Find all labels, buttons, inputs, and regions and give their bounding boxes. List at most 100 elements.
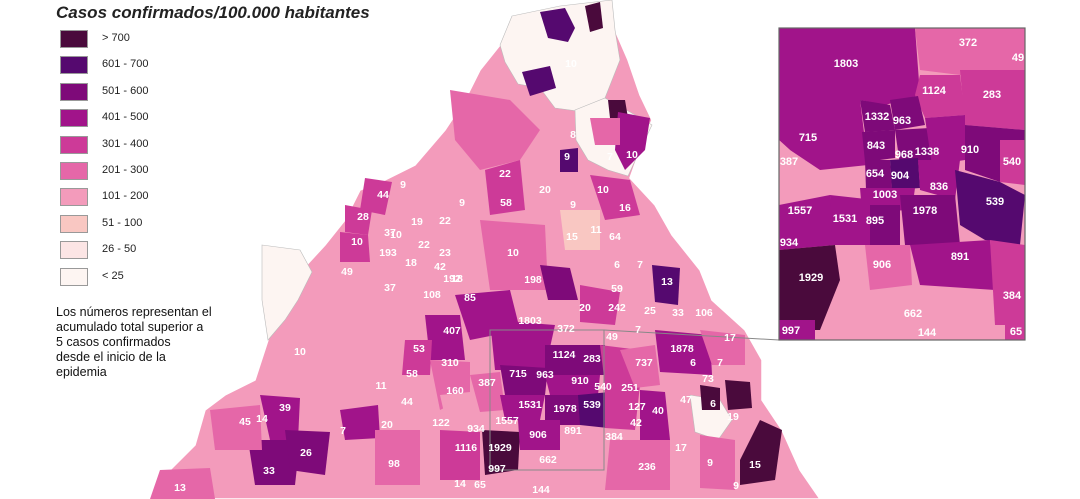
- municipality-label: 19: [411, 216, 423, 228]
- municipality-label: 1803: [518, 315, 542, 327]
- inset-municipality: [960, 70, 1025, 130]
- legend-label: > 700: [102, 32, 130, 44]
- municipality-label: 9: [400, 179, 406, 191]
- municipality-label: 9: [707, 457, 713, 469]
- municipality-label: 15: [566, 231, 578, 243]
- municipality-label: 16: [619, 202, 631, 214]
- inset-municipality: [910, 240, 995, 290]
- municipality-label: 11: [375, 380, 386, 392]
- inset-municipality-label: 1332: [865, 111, 889, 123]
- inset-municipality: [862, 130, 895, 162]
- municipality: [450, 90, 540, 170]
- municipality-label: 40: [652, 405, 664, 417]
- inset-municipality: [779, 140, 805, 205]
- municipality-label: 39: [279, 402, 291, 414]
- inset-municipality-label: 934: [780, 237, 799, 249]
- note-line: epidemia: [56, 365, 107, 379]
- municipality-label: 108: [423, 289, 441, 301]
- legend-swatch: [60, 109, 88, 128]
- inset-municipality-label: 843: [867, 140, 885, 152]
- municipality: [440, 392, 478, 430]
- municipality-label: 10: [626, 149, 638, 161]
- municipality-label: 7: [637, 259, 643, 271]
- municipality-label: 25: [644, 305, 656, 317]
- municipality-label: 9: [733, 480, 739, 492]
- inset-municipality-label: 539: [986, 196, 1004, 208]
- inset-municipality-label: 65: [1010, 326, 1022, 338]
- municipality-label: 26: [300, 447, 312, 459]
- municipality-label: 22: [439, 215, 451, 227]
- municipality-label: 58: [406, 368, 418, 380]
- inset-municipality-label: 662: [904, 308, 922, 320]
- municipality-label: 65: [474, 479, 486, 491]
- municipality: [560, 148, 578, 172]
- municipality: [340, 405, 380, 440]
- inset-municipality-label: 906: [873, 259, 891, 271]
- municipality-label: 193: [379, 247, 397, 259]
- inset-municipality-label: 968: [895, 149, 913, 161]
- municipality-label: 198: [524, 274, 542, 286]
- municipality: [545, 395, 580, 425]
- municipality-label: 22: [499, 168, 511, 180]
- inset-municipality-label: 963: [893, 115, 911, 127]
- municipality: [285, 430, 330, 475]
- municipality-label: 160: [446, 385, 464, 397]
- municipality-label: 13: [174, 482, 186, 494]
- inset-municipality: [779, 28, 920, 105]
- municipality-label: 42: [630, 417, 642, 429]
- municipality-label: 59: [611, 283, 623, 295]
- municipality: [500, 395, 545, 420]
- municipality-label: 53: [413, 343, 425, 355]
- municipality-label: 1878: [670, 343, 694, 355]
- municipality-label: 997: [488, 463, 506, 475]
- municipality-label: 7: [635, 324, 641, 336]
- inset-municipality-label: 904: [891, 170, 910, 182]
- municipality-label: 13: [661, 276, 673, 288]
- inset-municipality-label: 654: [866, 168, 885, 180]
- inset-frame: [778, 27, 1026, 341]
- municipality-label: 17: [675, 442, 687, 454]
- inset-municipality-label: 283: [983, 89, 1001, 101]
- inset-municipality: [895, 128, 935, 165]
- municipality-label: 42: [434, 261, 446, 273]
- inset-municipality-label: 997: [782, 325, 800, 337]
- municipality-label: 1929: [488, 442, 512, 454]
- municipality: [655, 330, 712, 375]
- municipality: [248, 440, 300, 485]
- explanatory-note: Los números representan el acumulado tot…: [56, 305, 256, 380]
- municipality: [545, 375, 600, 395]
- municipality: [345, 205, 372, 235]
- inset-municipality: [925, 115, 965, 165]
- note-line: acumulado total superior a: [56, 320, 204, 334]
- municipality: [440, 430, 480, 480]
- zoom-frame: [489, 329, 605, 471]
- municipality: [700, 330, 745, 365]
- municipality: [545, 345, 580, 380]
- municipality: [700, 435, 735, 490]
- municipality-label: 10: [597, 184, 609, 196]
- legend-swatch: [60, 56, 88, 75]
- municipality: [210, 405, 262, 450]
- municipality: [725, 380, 752, 410]
- map-title: Casos confirmados/100.000 habitantes: [56, 3, 370, 22]
- inset-municipality-label: 384: [1003, 290, 1022, 302]
- legend-swatch: [60, 188, 88, 207]
- municipality-label: 407: [443, 325, 461, 337]
- municipality-label: 44: [401, 396, 413, 408]
- municipality-label: 9: [564, 151, 570, 163]
- inset-municipality: [865, 245, 912, 290]
- inset-municipality-label: 1929: [799, 272, 823, 284]
- municipality-label: 33: [672, 307, 684, 319]
- municipality: [700, 385, 720, 410]
- legend-label: 501 - 600: [102, 84, 149, 97]
- municipality: [652, 265, 680, 305]
- municipality-label: 37: [384, 282, 396, 294]
- inset-municipality-label: 144: [918, 327, 937, 339]
- municipality-label: 10: [390, 229, 402, 241]
- municipality-label: 15: [749, 459, 761, 471]
- municipality-label: 58: [500, 197, 512, 209]
- inset-municipality: [955, 170, 1025, 245]
- municipality-label: 9: [570, 199, 576, 211]
- legend-label: 301 - 400: [102, 137, 149, 150]
